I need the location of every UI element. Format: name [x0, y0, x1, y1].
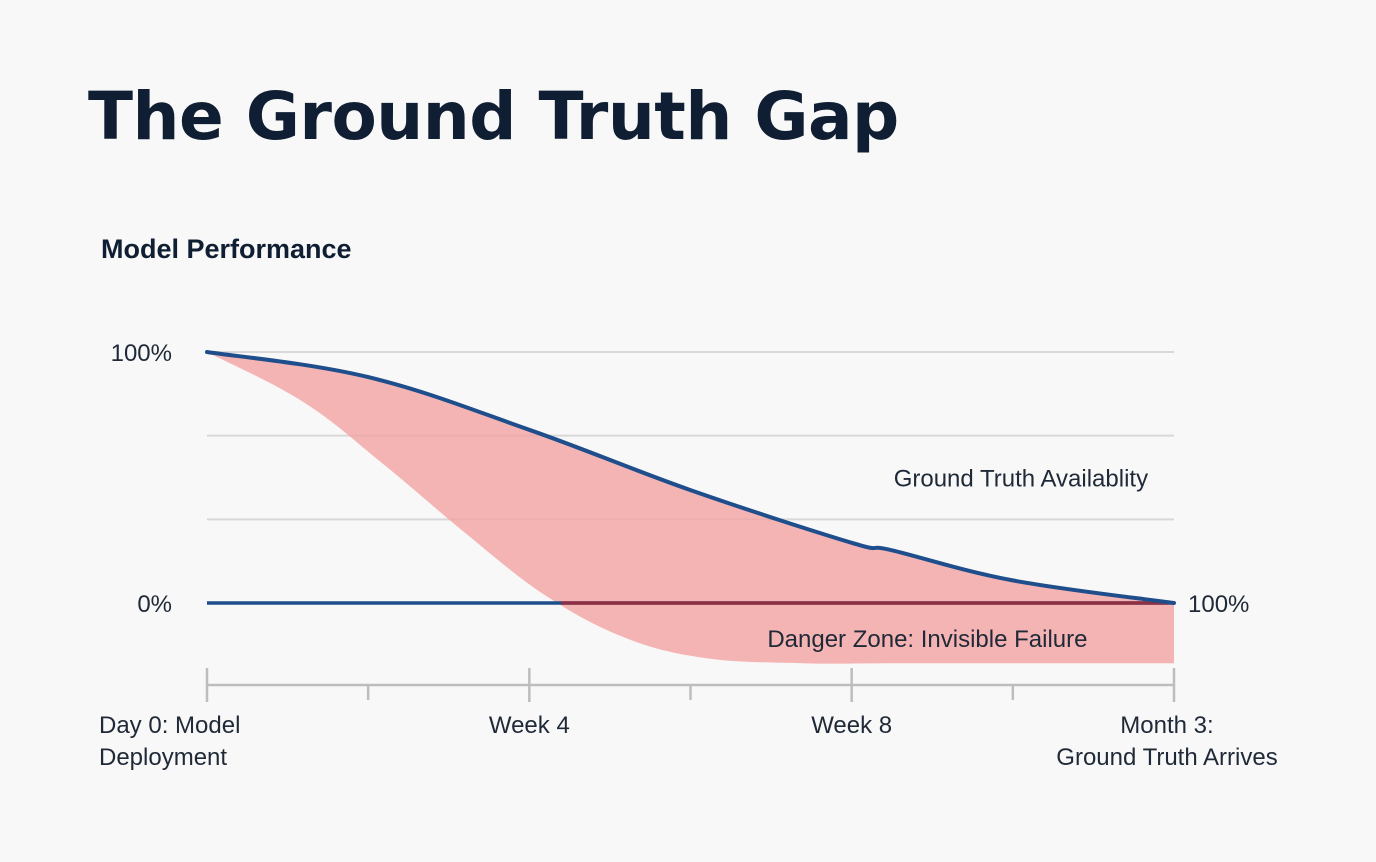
x-tick-label-line: Day 0: Model [99, 712, 240, 739]
chart-subtitle: Model Performance [101, 234, 352, 264]
x-tick-label-1: Week 4 [489, 712, 570, 739]
x-tick-label-line: Deployment [99, 744, 227, 771]
danger-zone-area [207, 352, 1174, 664]
x-tick-label-line: Week 8 [811, 712, 892, 739]
x-tick-label-0: Day 0: Model Deployment [99, 712, 240, 771]
x-tick-label-3: Month 3: Ground Truth Arrives [1056, 712, 1277, 771]
x-tick-label-line: Ground Truth Arrives [1056, 744, 1277, 771]
ground-truth-availability-annotation: Ground Truth Availablity [894, 466, 1148, 493]
x-tick-label-2: Week 8 [811, 712, 892, 739]
page-title: The Ground Truth Gap [88, 78, 899, 155]
y-right-label: 100% [1188, 591, 1249, 618]
ground-truth-availability-line [205, 350, 1176, 605]
x-tick-label-line: Month 3: [1120, 712, 1213, 739]
y-tick-label-1: 0% [137, 591, 172, 618]
x-tick-label-line: Week 4 [489, 712, 570, 739]
y-tick-label-0: 100% [111, 340, 172, 367]
danger-zone-annotation: Danger Zone: Invisible Failure [767, 626, 1087, 653]
